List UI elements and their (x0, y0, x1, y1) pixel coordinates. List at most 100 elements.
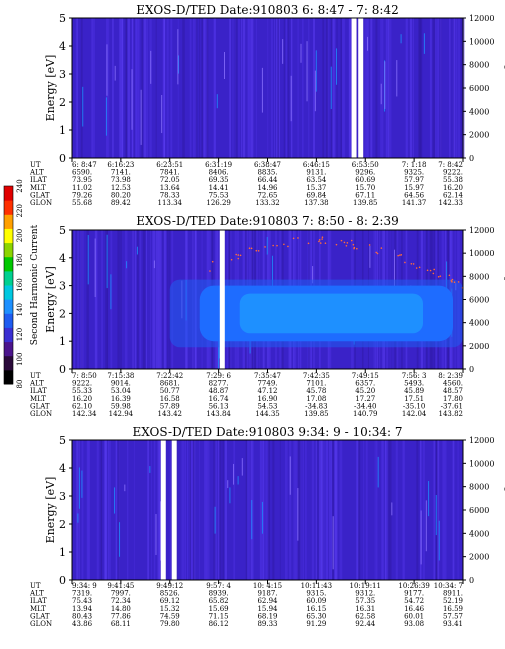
spectrogram-column (192, 440, 195, 580)
y2-tick-label: 6000 (469, 506, 489, 515)
aux-value: 55.33 (72, 387, 92, 395)
spectrogram-column (207, 440, 210, 580)
y2-tick-label: 6000 (469, 296, 489, 305)
spectrogram-column (155, 230, 159, 369)
chart-panel-3: 0 1 2 3 4 5 Energy [eV] 0 2000 4000 6000 8000 10000 1… (29, 425, 505, 628)
aux-value: 65.82 (209, 597, 229, 605)
hot-dot (399, 254, 401, 256)
spectrogram-column (126, 440, 129, 580)
spectrogram-streak (216, 94, 218, 109)
aux-row-label: UT (30, 372, 41, 380)
hot-dot (429, 269, 432, 272)
hot-dot (321, 236, 324, 239)
spectrogram-column (86, 230, 89, 369)
aux-value: 142.04 (402, 410, 427, 418)
aux-value: 6:31:19 (205, 161, 232, 169)
spectrogram-column (320, 440, 324, 580)
aux-value: 73.95 (72, 176, 92, 184)
aux-value: 7:56: 3 (402, 372, 427, 380)
aux-value: 15.69 (209, 605, 229, 613)
spectrogram-column (364, 18, 367, 158)
spectrogram-streak (306, 41, 308, 102)
spectrogram-column (238, 18, 240, 158)
hot-dot (453, 281, 456, 284)
spectrogram-column (105, 230, 108, 369)
aux-value: 10:11:43 (301, 582, 332, 590)
spectrogram-column (395, 440, 398, 580)
spectrogram-streak (271, 255, 273, 287)
hot-dot (321, 238, 323, 240)
spectrogram-column (170, 440, 173, 580)
colorbar-segment (4, 341, 13, 357)
aux-value: 55.68 (72, 199, 92, 207)
spectrogram-column (375, 440, 378, 580)
colorbar-tick-label: 80 (16, 380, 24, 389)
spectrogram-streak (332, 516, 334, 570)
spectrogram-column (295, 440, 298, 580)
spectrogram-column (370, 18, 373, 158)
y2-tick-label: 12000 (469, 436, 494, 445)
spectrogram-streak (423, 33, 425, 54)
spectrogram-column (308, 18, 310, 158)
colorbar-segment (4, 214, 13, 229)
aux-value: 6:23:51 (156, 161, 183, 169)
y2-tick-label: 8000 (469, 272, 489, 281)
spectrogram-column (120, 230, 122, 369)
hot-dot (235, 253, 238, 256)
y2-tick-label: 12000 (469, 226, 494, 235)
aux-value: 16.39 (111, 395, 131, 403)
aux-value: 57.57 (443, 612, 463, 620)
aux-value: 6:38:47 (254, 161, 281, 169)
y-axis-label: Energy [eV] (44, 477, 57, 544)
spectrogram-column (134, 230, 137, 369)
aux-value: 78.33 (160, 191, 180, 199)
aux-row-label: GLON (30, 410, 52, 418)
hot-dot (437, 275, 440, 278)
hot-dot (297, 237, 299, 239)
spectrogram-streak (435, 494, 437, 536)
spectrogram-streak (300, 43, 302, 63)
aux-value: 6: 8:47 (72, 161, 97, 169)
spectrogram-column (410, 18, 412, 158)
spectrogram-column (255, 18, 257, 158)
spectrogram-column (419, 440, 423, 580)
aux-value: 15.32 (160, 605, 180, 613)
spectrogram-streak (315, 50, 317, 92)
aux-value: 62.14 (443, 191, 464, 199)
colorbar-segment (4, 200, 13, 215)
spectrogram-column (389, 440, 392, 580)
hot-dot (412, 263, 415, 265)
spectrogram-column (146, 18, 149, 158)
y-tick-label: 2 (59, 307, 66, 320)
spectrogram-streak (314, 70, 316, 112)
data-gap (351, 18, 357, 158)
aux-value: 66.44 (257, 176, 278, 184)
aux-value: 17.08 (306, 395, 326, 403)
spectrogram-column (100, 440, 103, 580)
spectrogram-column (356, 440, 357, 580)
aux-value: 15.94 (257, 605, 278, 613)
spectrogram-streak (425, 500, 427, 552)
hot-dot (318, 239, 321, 241)
aux-value: 75.43 (72, 597, 92, 605)
spectrogram-streak (377, 456, 379, 488)
spectrogram-column (157, 440, 161, 580)
spectrogram-column (184, 440, 186, 580)
aux-value: 75.53 (209, 191, 229, 199)
spectrogram-streak (396, 60, 398, 97)
spectrogram-column (311, 440, 315, 580)
aux-value: 64.56 (404, 191, 425, 199)
chart-panel-2: 0 1 2 3 4 5 Energy [eV] 0 2000 4000 6000 8000 10000 1… (29, 214, 505, 418)
spectrogram-column (452, 440, 455, 580)
spectrogram-streak (124, 484, 126, 492)
y-tick-label: 0 (59, 574, 66, 587)
spectrogram-streak (261, 67, 263, 113)
spectrogram-column (245, 440, 248, 580)
spectrogram-streak (78, 467, 80, 509)
aux-value: 7: 8:42 (438, 161, 463, 169)
y-tick-label: 1 (59, 124, 66, 137)
hot-dot (410, 263, 413, 265)
aux-value: 6357. (355, 380, 375, 388)
aux-row-label: ALT (29, 380, 44, 388)
aux-row-label: ALT (29, 590, 44, 598)
